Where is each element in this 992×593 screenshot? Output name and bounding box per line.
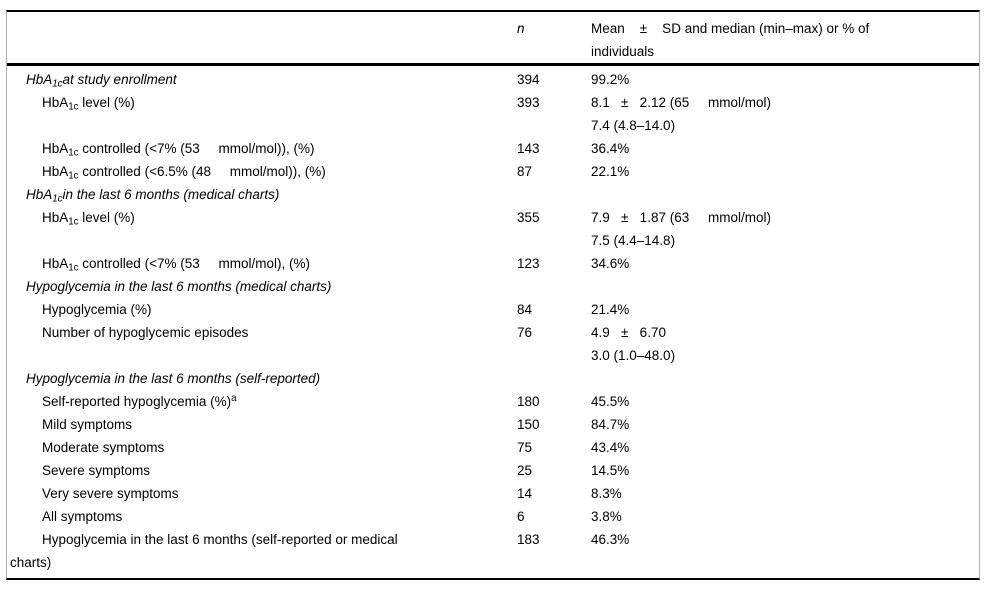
row-value: 8.1 ± 2.12 (65 mmol/mol) 7.4 (4.8–14.0) [591, 95, 771, 133]
table-row: Self-reported hypoglycemia (%)a 180 45.5… [7, 390, 979, 413]
row-n: 84 [517, 302, 533, 317]
table-row: Hypoglycemia in the last 6 months (self-… [7, 528, 979, 574]
table-header: n Mean ± SD and median (min–max) or % of… [7, 12, 979, 66]
row-n [517, 367, 591, 390]
row-value: 45.5% [591, 394, 630, 409]
header-value-column: Mean ± SD and median (min–max) or % of i… [591, 21, 870, 59]
row-value [591, 367, 979, 390]
row-label: Hypoglycemia (%) [42, 302, 152, 317]
row-label: HbA1c controlled (<7% (53 mmol/mol), (%) [42, 256, 310, 274]
row-label: All symptoms [42, 509, 123, 524]
row-label: Hypoglycemia in the last 6 months (self-… [10, 532, 398, 570]
row-n: 180 [517, 394, 540, 409]
paper-table: n Mean ± SD and median (min–max) or % of… [6, 10, 980, 580]
row-value: 34.6% [591, 256, 630, 271]
table-row: Very severe symptoms 14 8.3% [7, 482, 979, 505]
row-label: HbA1cin the last 6 months (medical chart… [26, 187, 280, 205]
table-row-section: Hypoglycemia in the last 6 months (self-… [7, 367, 979, 390]
row-n: 6 [517, 509, 525, 524]
table-row: Severe symptoms 25 14.5% [7, 459, 979, 482]
row-n: 393 [517, 95, 540, 110]
row-n: 355 [517, 210, 540, 225]
row-value: 3.8% [591, 509, 622, 524]
row-label: Self-reported hypoglycemia (%)a [42, 393, 237, 409]
row-n: 123 [517, 256, 540, 271]
row-n: 25 [517, 463, 533, 478]
table-row: Mild symptoms 150 84.7% [7, 413, 979, 436]
table-row: Number of hypoglycemic episodes 76 4.9 ±… [7, 321, 979, 367]
row-label: Mild symptoms [42, 417, 133, 432]
table-row-section: Hypoglycemia in the last 6 months (medic… [7, 275, 979, 298]
row-value: 99.2% [591, 72, 630, 87]
table-row: HbA1c level (%) 355 7.9 ± 1.87 (63 mmol/… [7, 206, 979, 252]
row-value: 22.1% [591, 164, 630, 179]
row-n: 14 [517, 486, 533, 501]
table-row: HbA1c controlled (<6.5% (48 mmol/mol)), … [7, 160, 979, 183]
row-label: Number of hypoglycemic episodes [42, 325, 249, 340]
header-label-column [7, 17, 517, 63]
row-label: HbA1cat study enrollment [26, 72, 177, 90]
row-n: 76 [517, 325, 533, 340]
row-n: 75 [517, 440, 533, 455]
row-label: HbA1c level (%) [42, 95, 135, 113]
row-n: 143 [517, 141, 540, 156]
row-label: HbA1c controlled (<6.5% (48 mmol/mol)), … [42, 164, 326, 182]
row-label: Severe symptoms [42, 463, 151, 478]
table-row: Moderate symptoms 75 43.4% [7, 436, 979, 459]
row-value: 7.9 ± 1.87 (63 mmol/mol) 7.5 (4.4–14.8) [591, 210, 771, 248]
table-body: HbA1cat study enrollment 394 99.2% HbA1c… [7, 66, 979, 578]
row-label: Hypoglycemia in the last 6 months (medic… [26, 279, 332, 294]
table-row: All symptoms 6 3.8% [7, 505, 979, 528]
row-n: 183 [517, 532, 540, 547]
row-label: Moderate symptoms [42, 440, 165, 455]
row-value: 4.9 ± 6.70 3.0 (1.0–48.0) [591, 325, 676, 363]
row-label: Hypoglycemia in the last 6 months (self-… [26, 371, 321, 386]
header-row: n Mean ± SD and median (min–max) or % of… [7, 17, 979, 63]
row-value [591, 275, 979, 298]
row-label: HbA1c controlled (<7% (53 mmol/mol)), (%… [42, 141, 315, 159]
row-value: 14.5% [591, 463, 630, 478]
row-value: 36.4% [591, 141, 630, 156]
row-value: 8.3% [591, 486, 622, 501]
row-n: 394 [517, 72, 540, 87]
table-row: HbA1c level (%) 393 8.1 ± 2.12 (65 mmol/… [7, 91, 979, 137]
row-label: Very severe symptoms [42, 486, 179, 501]
row-value: 84.7% [591, 417, 630, 432]
table-row-section: HbA1cat study enrollment 394 99.2% [7, 68, 979, 91]
row-n [517, 275, 591, 298]
table-row-section: HbA1cin the last 6 months (medical chart… [7, 183, 979, 206]
row-value: 21.4% [591, 302, 630, 317]
table-row: Hypoglycemia (%) 84 21.4% [7, 298, 979, 321]
header-n-column: n [517, 21, 525, 36]
table-row: HbA1c controlled (<7% (53 mmol/mol), (%)… [7, 252, 979, 275]
row-value [591, 183, 979, 206]
row-value: 43.4% [591, 440, 630, 455]
row-n: 150 [517, 417, 540, 432]
row-value: 46.3% [591, 532, 630, 547]
table-row: HbA1c controlled (<7% (53 mmol/mol)), (%… [7, 137, 979, 160]
row-n [517, 183, 591, 206]
row-n: 87 [517, 164, 533, 179]
row-label: HbA1c level (%) [42, 210, 135, 228]
